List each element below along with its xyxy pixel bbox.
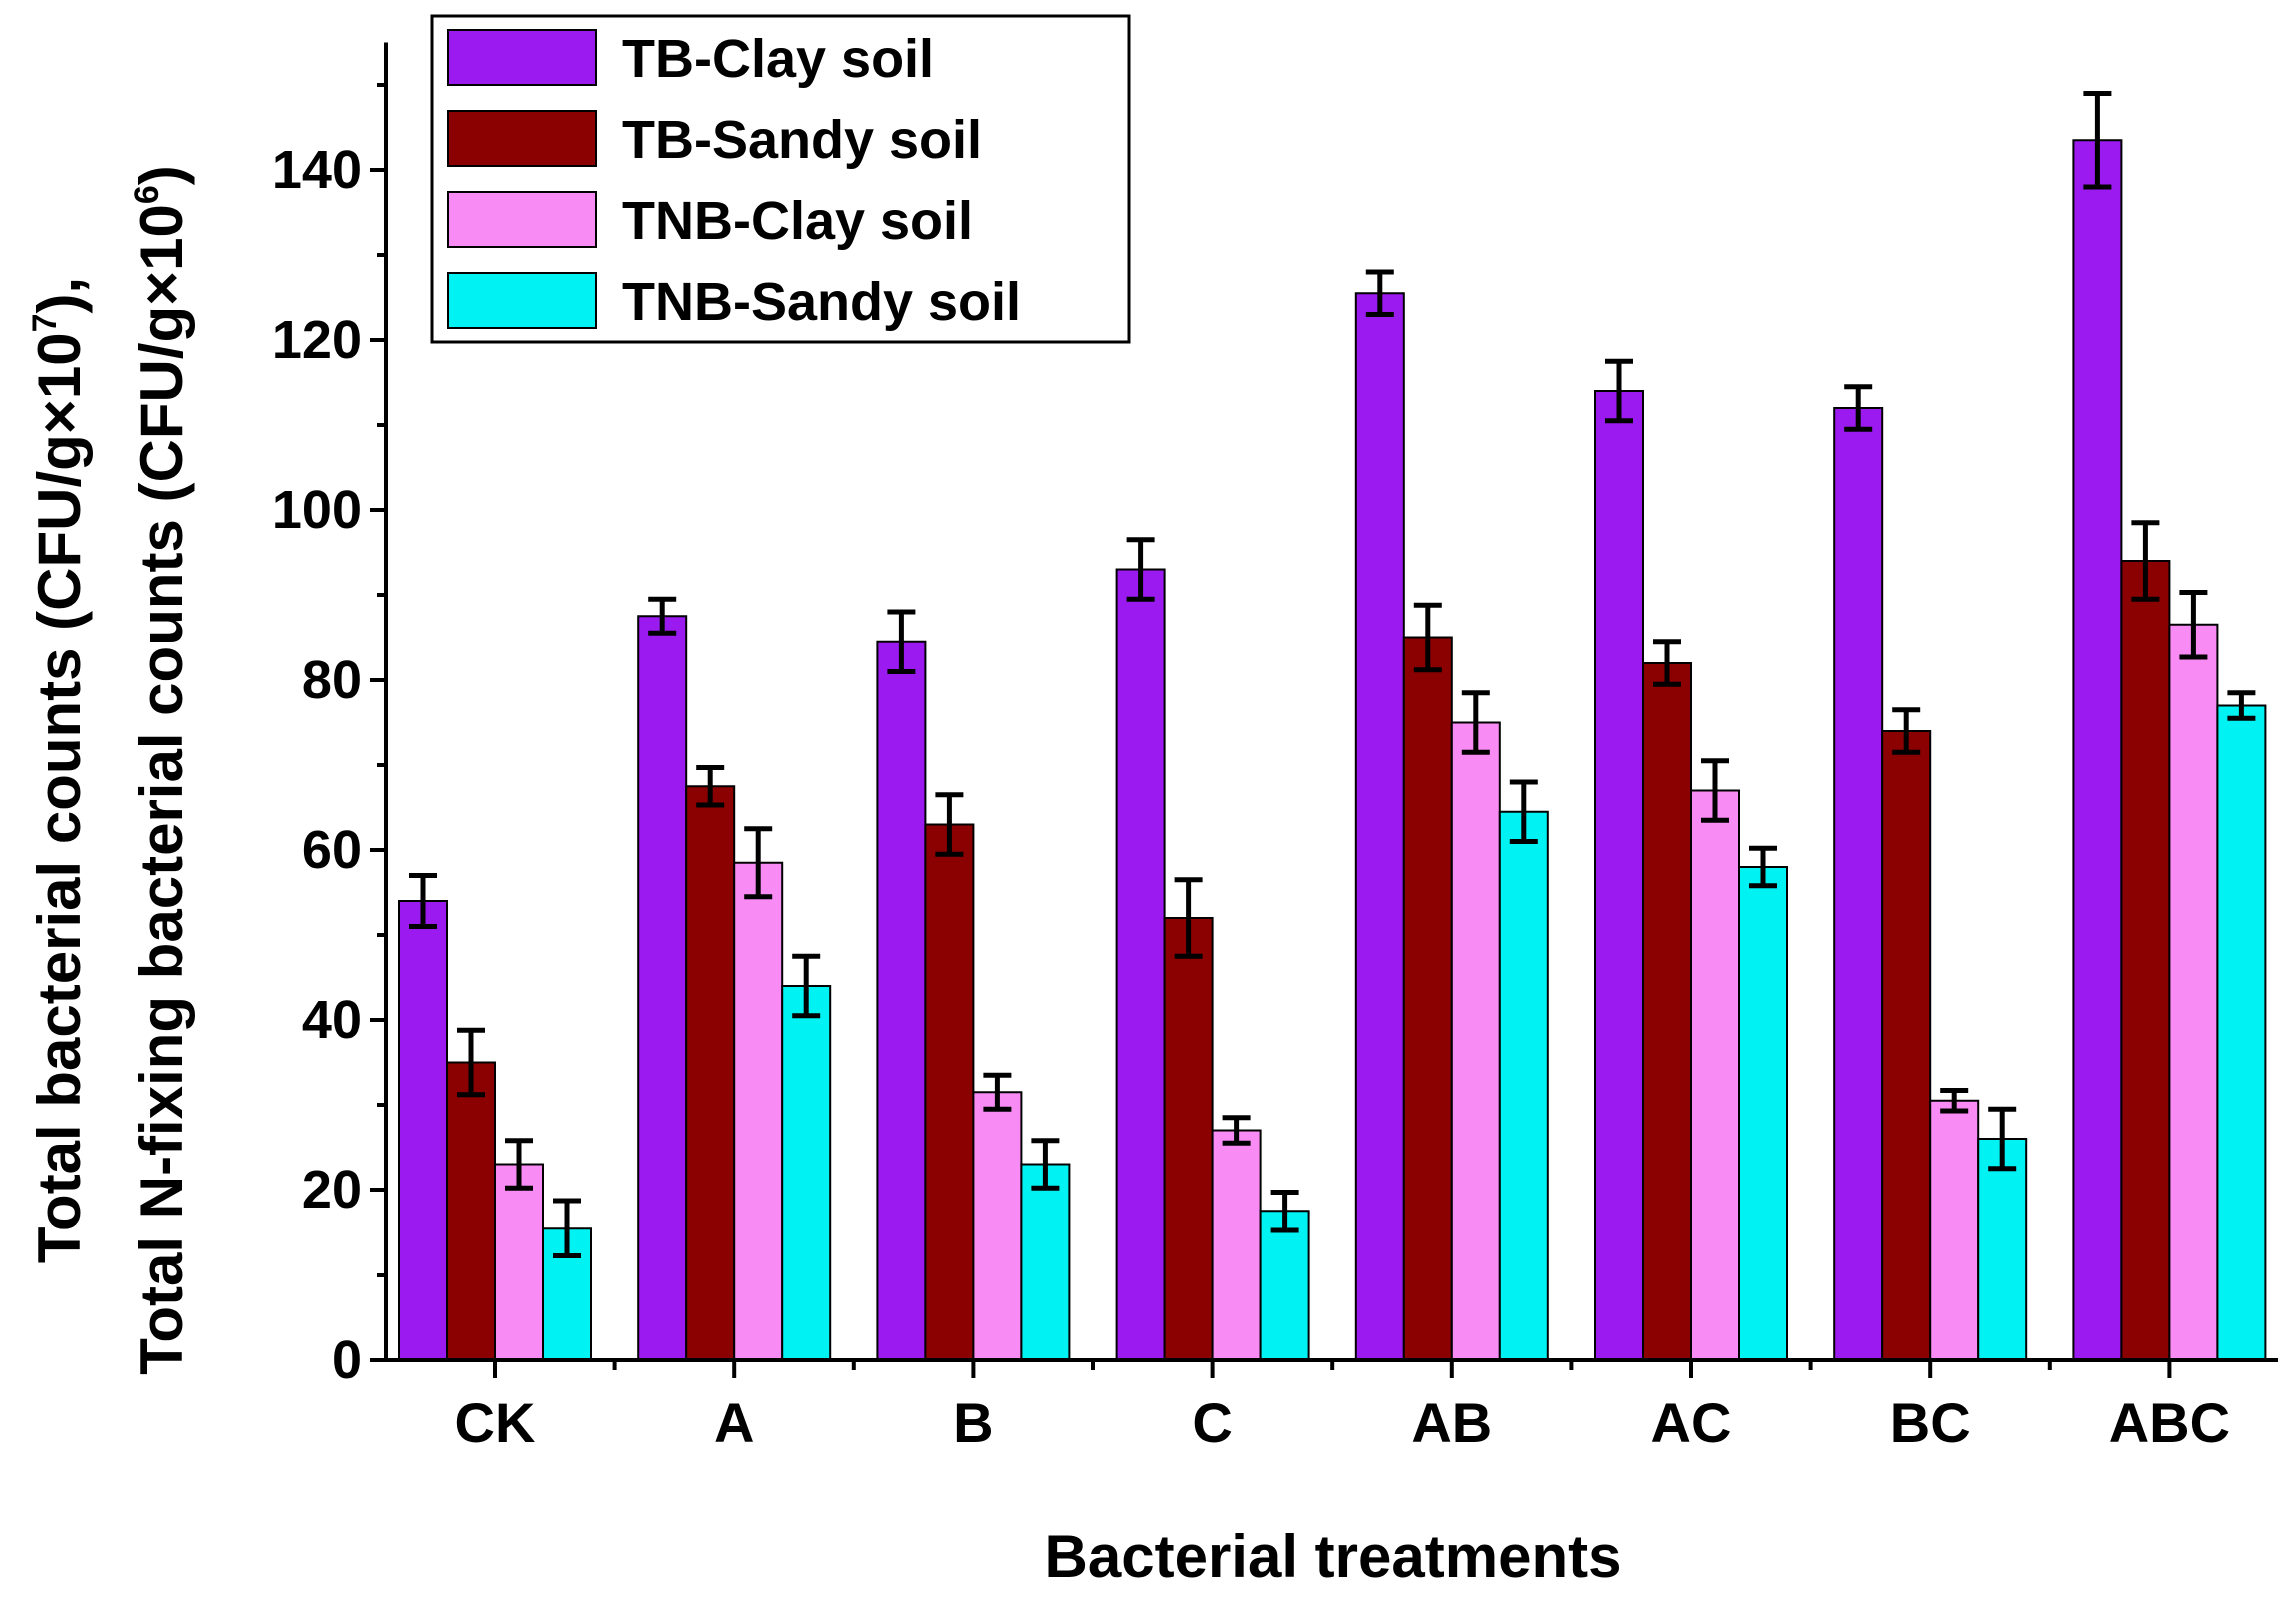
error-bar-bc-series-3 xyxy=(1940,1088,1969,1114)
bar-a-series-1 xyxy=(637,615,688,1361)
legend-items: TB-Clay soil TB-Sandy soil TNB-Clay soil TN… xyxy=(447,29,1021,332)
bar-ck-series-2 xyxy=(446,1061,496,1361)
error-bar-ab-series-2 xyxy=(1413,602,1442,673)
bar-bc-series-3 xyxy=(1929,1099,1980,1361)
bar-c-series-2 xyxy=(1163,917,1214,1361)
error-bar-a-series-4 xyxy=(792,953,821,1019)
y-tick-label-60: 60 xyxy=(302,820,362,880)
bar-b-series-1 xyxy=(876,640,927,1361)
error-bar-ac-series-2 xyxy=(1653,639,1681,687)
error-bar-abc-series-3 xyxy=(2179,589,2208,660)
bars-layer xyxy=(398,91,2267,1361)
bar-ac-series-4 xyxy=(1738,866,1788,1361)
error-bar-ck-series-1 xyxy=(409,873,437,929)
bar-bc-series-4 xyxy=(1977,1138,2028,1361)
error-bar-b-series-1 xyxy=(887,609,916,674)
bar-abc-series-4 xyxy=(2216,704,2267,1361)
error-bar-abc-series-2 xyxy=(2131,520,2160,602)
bar-bc-series-2 xyxy=(1881,730,1932,1361)
bar-b-series-2 xyxy=(924,823,975,1361)
bar-a-series-3 xyxy=(733,861,784,1361)
y-tick-label-0: 0 xyxy=(332,1330,362,1390)
bar-c-series-4 xyxy=(1259,1210,1310,1361)
error-bar-c-series-3 xyxy=(1222,1115,1251,1146)
bar-ck-series-1 xyxy=(398,900,448,1361)
bar-ab-series-1 xyxy=(1354,292,1405,1361)
error-bar-c-series-2 xyxy=(1174,877,1203,959)
x-tick-label-ac: AC xyxy=(1651,1391,1732,1454)
bar-ab-series-4 xyxy=(1498,810,1549,1361)
error-bar-a-series-2 xyxy=(696,765,725,808)
bar-abc-series-3 xyxy=(2168,623,2219,1361)
error-bar-a-series-1 xyxy=(648,596,677,636)
error-bar-ab-series-3 xyxy=(1461,690,1490,755)
bar-abc-series-1 xyxy=(2072,139,2123,1361)
y-axis-title-line2: Total N-fixing bacterial counts (CFU/g×1… xyxy=(128,165,195,1375)
x-tick-label-ck: CK xyxy=(455,1391,536,1454)
error-bar-c-series-4 xyxy=(1270,1190,1299,1233)
legend-swatch-series-3 xyxy=(447,191,597,248)
legend: TB-Clay soil TB-Sandy soil TNB-Clay soil TN… xyxy=(430,14,1131,344)
error-bar-ac-series-4 xyxy=(1749,845,1777,889)
bar-ac-series-2 xyxy=(1642,662,1692,1361)
error-bar-ck-series-4 xyxy=(553,1198,581,1258)
bar-abc-series-2 xyxy=(2120,560,2171,1361)
error-bar-ac-series-1 xyxy=(1605,358,1633,424)
bar-a-series-2 xyxy=(685,785,736,1361)
y-tick-label-120: 120 xyxy=(272,310,362,370)
y-axis-title: Total bacterial counts (CFU/g×107), Tota… xyxy=(26,165,195,1375)
bar-b-series-3 xyxy=(972,1091,1023,1361)
bar-a-series-4 xyxy=(781,985,832,1361)
legend-swatch-series-4 xyxy=(447,272,597,329)
legend-label-series-2: TB-Sandy soil xyxy=(622,110,982,170)
bar-c-series-3 xyxy=(1211,1129,1262,1361)
bar-ac-series-3 xyxy=(1690,789,1740,1361)
error-bar-abc-series-1 xyxy=(2083,91,2112,190)
error-bar-abc-series-4 xyxy=(2227,690,2256,721)
y-tick-label-80: 80 xyxy=(302,650,362,710)
x-tick-label-b: B xyxy=(953,1391,993,1454)
error-bar-bc-series-1 xyxy=(1844,384,1873,432)
y-axis-title-line1: Total bacterial counts (CFU/g×107), xyxy=(26,277,93,1263)
legend-label-series-4: TNB-Sandy soil xyxy=(622,272,1021,332)
error-bar-ac-series-3 xyxy=(1701,758,1729,823)
error-bar-b-series-2 xyxy=(935,792,964,857)
legend-label-series-1: TB-Clay soil xyxy=(622,29,934,89)
bar-b-series-4 xyxy=(1020,1163,1071,1361)
y-tick-label-100: 100 xyxy=(272,480,362,540)
legend-swatch-series-1 xyxy=(447,29,597,86)
bar-ck-series-3 xyxy=(494,1163,544,1361)
bar-bc-series-1 xyxy=(1833,407,1884,1361)
error-bar-b-series-4 xyxy=(1031,1138,1060,1191)
legend-swatch-series-2 xyxy=(447,110,597,167)
error-bar-bc-series-2 xyxy=(1892,707,1921,755)
bar-ac-series-1 xyxy=(1594,390,1644,1361)
bar-c-series-1 xyxy=(1115,568,1166,1361)
error-bar-c-series-1 xyxy=(1126,537,1155,602)
x-tick-label-a: A xyxy=(714,1391,754,1454)
y-tick-label-140: 140 xyxy=(272,140,362,200)
error-bar-a-series-3 xyxy=(744,826,773,900)
y-tick-label-40: 40 xyxy=(302,990,362,1050)
error-bar-ab-series-4 xyxy=(1509,779,1538,844)
legend-label-series-3: TNB-Clay soil xyxy=(622,191,973,251)
x-axis-title: Bacterial treatments xyxy=(1045,1523,1622,1590)
error-bar-ck-series-2 xyxy=(457,1027,485,1098)
y-tick-label-20: 20 xyxy=(302,1160,362,1220)
bar-ab-series-2 xyxy=(1402,636,1453,1361)
error-bar-bc-series-4 xyxy=(1988,1106,2017,1172)
error-bar-b-series-3 xyxy=(983,1072,1012,1112)
error-bar-ck-series-3 xyxy=(505,1138,533,1191)
x-tick-label-abc: ABC xyxy=(2109,1391,2230,1454)
error-bar-ab-series-1 xyxy=(1365,269,1394,317)
x-tick-label-ab: AB xyxy=(1411,1391,1492,1454)
x-tick-label-c: C xyxy=(1192,1391,1232,1454)
bar-ab-series-3 xyxy=(1450,721,1501,1361)
x-tick-label-bc: BC xyxy=(1890,1391,1971,1454)
